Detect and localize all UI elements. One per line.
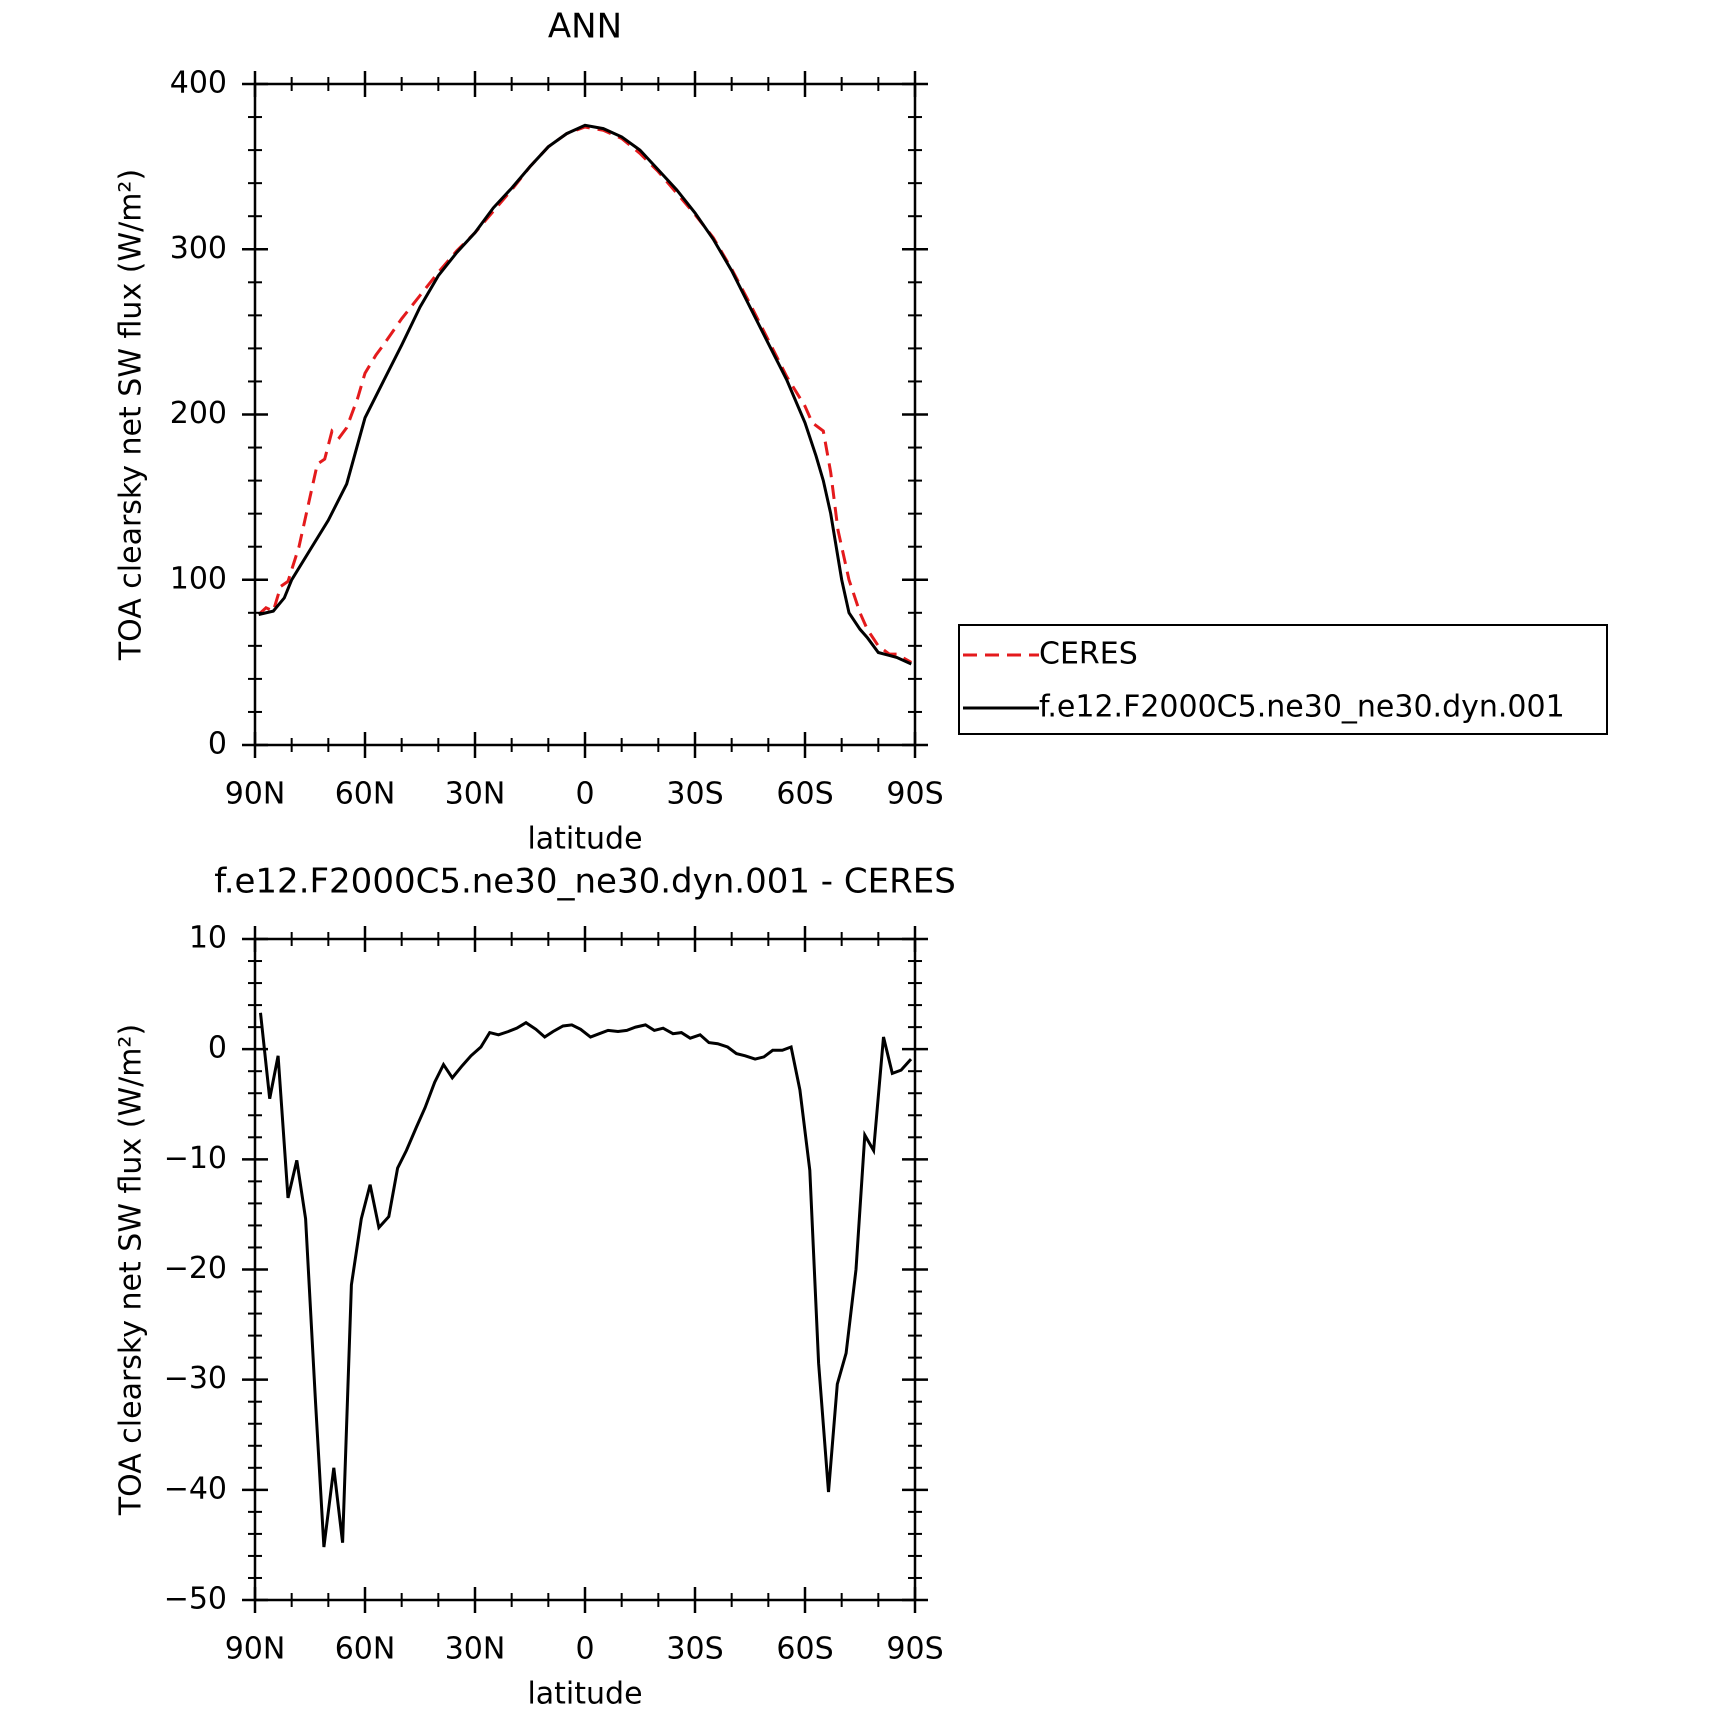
chart-title: ANN — [548, 7, 622, 47]
y-tick-label: −10 — [164, 1141, 227, 1176]
x-tick-label: 90S — [886, 1632, 943, 1667]
y-tick-label: 200 — [170, 396, 227, 431]
x-tick-label: 60N — [335, 1632, 396, 1667]
legend-label: f.e12.F2000C5.ne30_ne30.dyn.001 — [1039, 690, 1565, 725]
y-axis-label: TOA clearsky net SW flux (W/m²) — [114, 1024, 149, 1516]
y-tick-label: 100 — [170, 561, 227, 596]
legend-label: CERES — [1039, 637, 1138, 672]
y-tick-label: 300 — [170, 231, 227, 266]
plot-frame — [253, 82, 917, 747]
data-line — [258, 123, 912, 666]
x-tick-label: 30S — [666, 777, 723, 812]
x-tick-label: 60S — [776, 777, 833, 812]
x-tick-label: 30N — [445, 777, 506, 812]
y-tick-label: 10 — [189, 921, 227, 956]
y-axis-label: TOA clearsky net SW flux (W/m²) — [114, 169, 149, 661]
x-tick-label: 0 — [575, 1632, 594, 1667]
x-axis-label: latitude — [527, 1677, 642, 1712]
y-tick-label: −50 — [164, 1582, 227, 1617]
y-tick-label: −20 — [164, 1251, 227, 1286]
x-tick-label: 90N — [225, 777, 286, 812]
legend-box — [958, 624, 1608, 735]
y-tick-label: 0 — [208, 1031, 227, 1066]
x-tick-label: 30S — [666, 1632, 723, 1667]
x-tick-label: 30N — [445, 1632, 506, 1667]
x-tick-label: 0 — [575, 777, 594, 812]
y-tick-label: −30 — [164, 1361, 227, 1396]
x-tick-label: 60N — [335, 777, 396, 812]
y-tick-label: 0 — [208, 727, 227, 762]
x-tick-label: 60S — [776, 1632, 833, 1667]
x-axis-label: latitude — [527, 822, 642, 857]
y-tick-label: 400 — [170, 66, 227, 101]
y-tick-label: −40 — [164, 1471, 227, 1506]
data-line — [259, 1012, 913, 1548]
x-tick-label: 90N — [225, 1632, 286, 1667]
chart-title: f.e12.F2000C5.ne30_ne30.dyn.001 - CERES — [214, 862, 956, 902]
data-line — [257, 125, 913, 664]
x-tick-label: 90S — [886, 777, 943, 812]
